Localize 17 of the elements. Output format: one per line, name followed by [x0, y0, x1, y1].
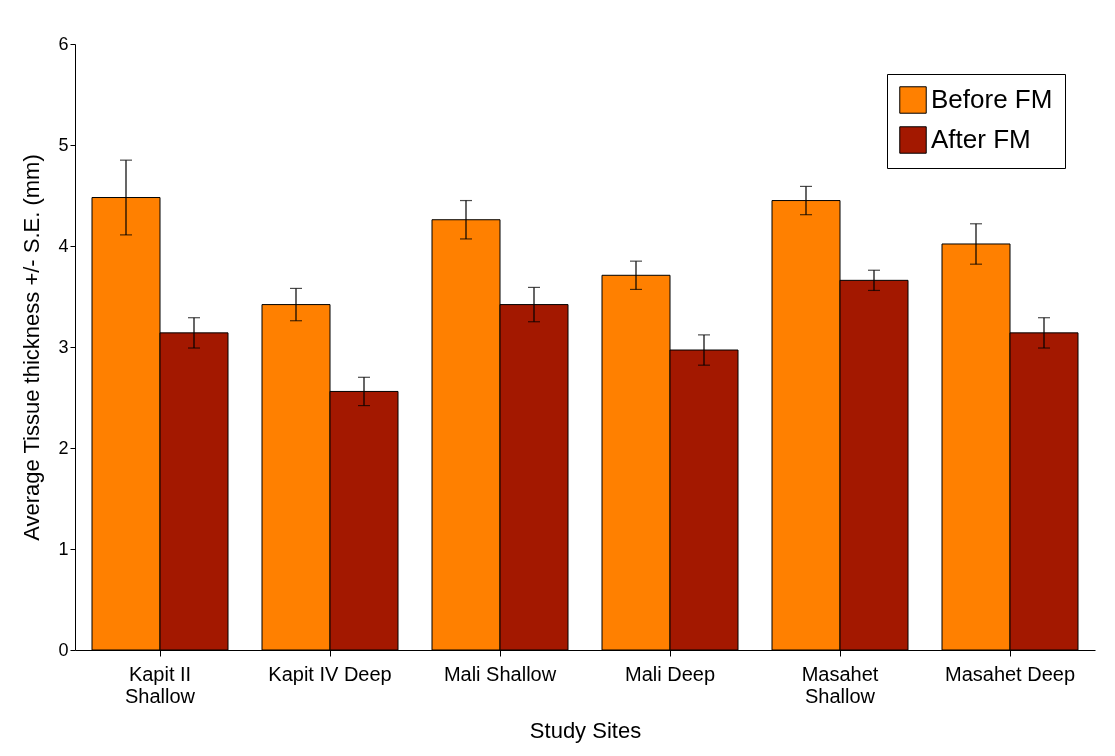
y-axis-title: Average Tissue thickness +/- S.E. (mm)	[19, 154, 45, 541]
x-axis-title: Study Sites	[529, 717, 642, 743]
y-tick-label: 6	[58, 33, 69, 54]
y-tick-label: 0	[58, 639, 69, 660]
x-tick-label: Kapit IV Deep	[268, 662, 392, 685]
x-tick-label: Kapit II Shallow	[124, 662, 196, 707]
x-tick-label: Mali Deep	[624, 662, 716, 685]
legend-label: Before FM	[931, 84, 1053, 114]
y-tick-label: 2	[58, 437, 69, 458]
y-tick-label: 3	[58, 336, 69, 357]
y-tick-label: 1	[58, 538, 69, 559]
x-tick-label: Masahet Deep	[944, 662, 1076, 685]
y-tick-label: 4	[58, 235, 69, 256]
x-tick-label: Mali Shallow	[443, 662, 557, 685]
x-tick-label: Masahet Shallow	[801, 662, 879, 707]
y-tick-label: 5	[58, 134, 69, 155]
legend-label: After FM	[931, 124, 1031, 154]
